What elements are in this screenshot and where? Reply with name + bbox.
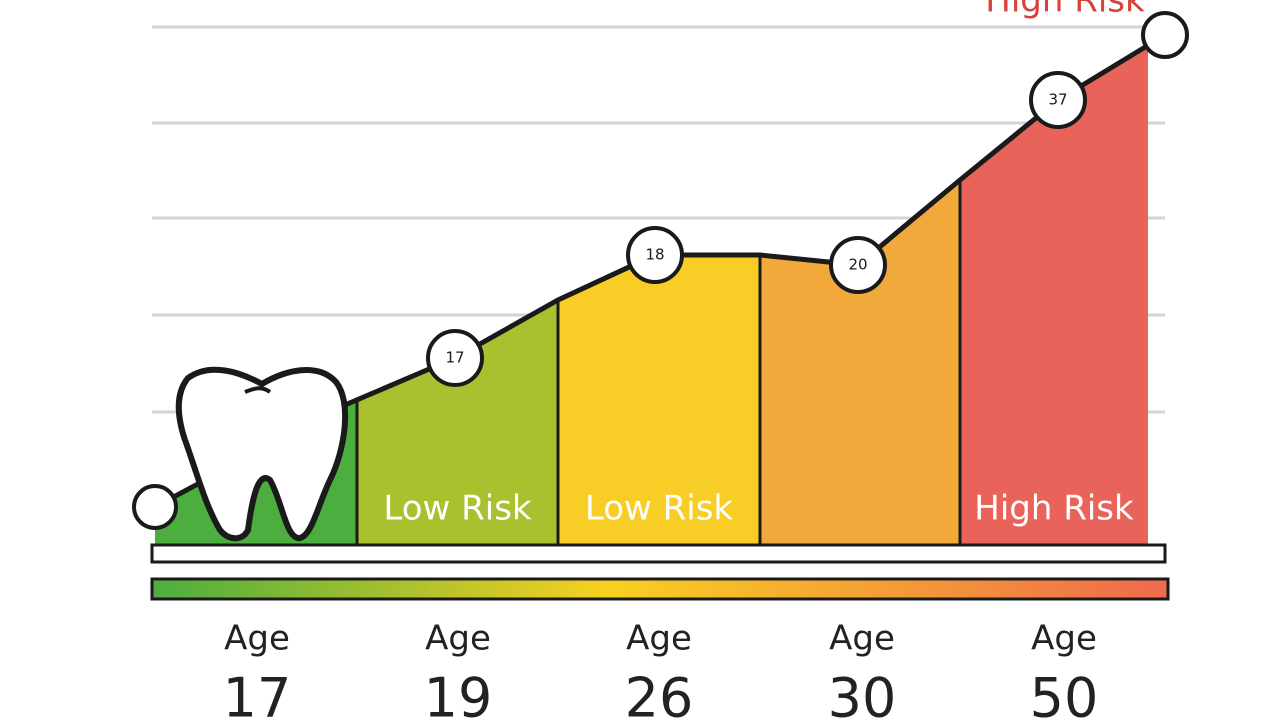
marker-label: 18	[645, 246, 664, 264]
age-word: Age	[626, 619, 692, 659]
age-word: Age	[829, 619, 895, 659]
age-number: 26	[625, 667, 694, 720]
age-word: Age	[1031, 619, 1097, 659]
age-number: 50	[1030, 667, 1099, 720]
age-labels: Age 17 Age 19 Age 26 Age 30 Age 50	[223, 619, 1099, 720]
tooth-detail	[244, 386, 272, 394]
age-number: 30	[828, 667, 897, 720]
age-word: Age	[224, 619, 290, 659]
marker	[829, 236, 887, 294]
segment-label: Low Risk	[585, 489, 734, 529]
segment-label: High Risk	[974, 489, 1134, 529]
trend-line	[153, 32, 1167, 510]
segment-label: Low Risk	[383, 489, 532, 529]
tooth	[175, 366, 349, 542]
risk-segment	[357, 45, 558, 545]
risk-scale	[150, 577, 1170, 601]
markers: 17 18 20 37	[426, 71, 1087, 387]
marker-label: 20	[848, 256, 867, 274]
marker	[626, 226, 684, 284]
marker-label: 17	[445, 349, 464, 367]
age-number: 19	[424, 667, 493, 720]
tooth-outline	[175, 366, 349, 542]
top-label: High Risk	[985, 0, 1145, 21]
marker	[1029, 71, 1087, 129]
marker-label: 37	[1048, 91, 1067, 109]
base-bar	[150, 543, 1167, 564]
end-marker	[1141, 11, 1189, 59]
age-word: Age	[425, 619, 491, 659]
start-marker	[132, 484, 178, 530]
age-number: 17	[223, 667, 292, 720]
marker	[426, 329, 484, 387]
